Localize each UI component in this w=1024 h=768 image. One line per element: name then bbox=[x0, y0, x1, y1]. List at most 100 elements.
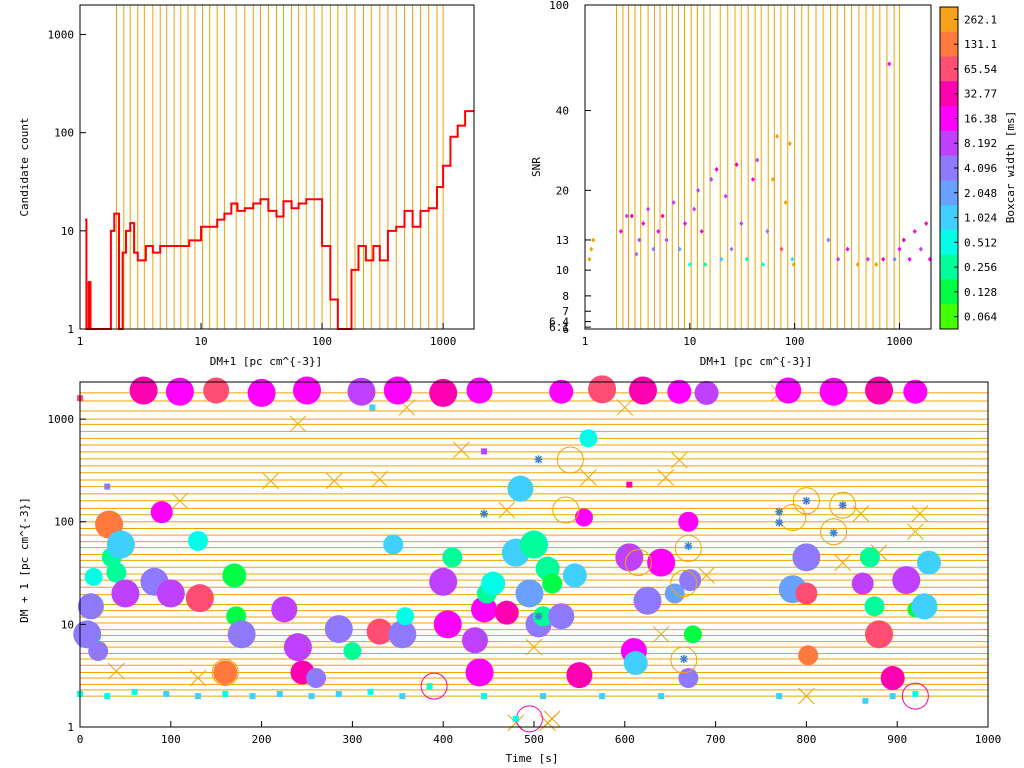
y-tick-label: 10 bbox=[556, 264, 569, 277]
data-circle bbox=[129, 376, 158, 405]
ring-marker bbox=[674, 534, 702, 562]
data-point bbox=[589, 246, 594, 252]
asterisk-marker bbox=[829, 528, 838, 537]
data-point bbox=[677, 246, 682, 252]
data-circle bbox=[880, 666, 905, 691]
data-circle bbox=[864, 596, 885, 617]
data-circle bbox=[775, 377, 802, 404]
x-tick-label: 800 bbox=[796, 733, 816, 746]
y-tick-label: 1 bbox=[67, 323, 74, 336]
data-circle bbox=[466, 377, 493, 404]
square-marker bbox=[104, 693, 111, 700]
ring-marker bbox=[820, 518, 848, 546]
data-point bbox=[845, 246, 850, 252]
x-tick-label: 200 bbox=[252, 733, 272, 746]
data-circle bbox=[507, 475, 534, 502]
square-marker bbox=[335, 690, 342, 697]
data-point bbox=[783, 199, 788, 205]
data-circle bbox=[77, 593, 104, 620]
y-tick-label: 7 bbox=[562, 305, 569, 318]
data-circle bbox=[156, 579, 185, 608]
asterisk-marker bbox=[534, 612, 543, 621]
square-marker bbox=[104, 483, 111, 490]
data-point bbox=[770, 176, 775, 182]
data-point bbox=[881, 256, 886, 262]
data-circle bbox=[347, 377, 376, 406]
colorbar-swatch bbox=[940, 229, 958, 256]
ring-marker bbox=[420, 672, 448, 700]
x-tick-label: 10 bbox=[194, 335, 207, 348]
square-marker bbox=[399, 693, 406, 700]
colorbar-swatch bbox=[940, 106, 958, 132]
cross-marker bbox=[670, 451, 688, 469]
x-tick-label: 0 bbox=[77, 733, 84, 746]
data-circle bbox=[306, 668, 327, 689]
colorbar-tick-label: 32.77 bbox=[964, 88, 997, 101]
data-circle bbox=[343, 642, 362, 661]
data-point bbox=[671, 199, 676, 205]
data-point bbox=[744, 256, 749, 262]
colorbar-swatch bbox=[940, 31, 958, 58]
data-point bbox=[874, 262, 879, 268]
snr-xlabel: DM+1 [pc cm^{-3}] bbox=[700, 355, 813, 368]
ring-marker bbox=[211, 658, 239, 686]
data-circle bbox=[623, 651, 648, 676]
data-circle bbox=[533, 606, 554, 627]
cross-marker bbox=[189, 669, 207, 687]
data-point bbox=[750, 176, 755, 182]
data-circle bbox=[520, 530, 548, 559]
y-tick-label: 1 bbox=[67, 721, 74, 734]
data-point bbox=[699, 228, 704, 234]
ring-marker bbox=[670, 646, 698, 674]
colorbar-label: Boxcar width [ms] bbox=[1004, 111, 1017, 224]
asterisk-marker bbox=[679, 654, 688, 663]
dm-time-ylabel: DM + 1 [pc cm^{-3}] bbox=[18, 497, 31, 623]
cross-marker bbox=[652, 625, 670, 643]
asterisk-marker bbox=[802, 496, 811, 505]
data-point bbox=[918, 246, 923, 252]
data-point bbox=[787, 141, 792, 147]
cross-marker bbox=[907, 523, 924, 541]
colorbar-tick-label: 8.192 bbox=[964, 137, 997, 150]
data-circle bbox=[562, 563, 587, 588]
data-point bbox=[790, 256, 795, 262]
asterisk-marker bbox=[775, 518, 784, 527]
x-tick-label: 700 bbox=[706, 733, 726, 746]
data-circle bbox=[383, 534, 404, 555]
colorbar-swatch bbox=[940, 279, 958, 305]
x-tick-label: 1000 bbox=[430, 335, 457, 348]
data-point bbox=[629, 213, 634, 219]
data-circle bbox=[819, 377, 848, 406]
data-point bbox=[765, 228, 770, 234]
data-circle bbox=[694, 380, 719, 405]
data-circle bbox=[213, 660, 238, 685]
data-circle bbox=[111, 579, 140, 608]
data-circle bbox=[615, 543, 644, 572]
data-circle bbox=[679, 569, 702, 592]
data-circle bbox=[566, 662, 593, 689]
colorbar-tick-label: 2.048 bbox=[964, 187, 997, 200]
cross-marker bbox=[289, 415, 307, 433]
ring-marker bbox=[792, 487, 820, 515]
data-circle bbox=[227, 620, 256, 649]
square-marker bbox=[626, 481, 633, 488]
data-point bbox=[709, 176, 714, 182]
data-point bbox=[719, 256, 724, 262]
data-point bbox=[836, 256, 841, 262]
square-marker bbox=[195, 693, 202, 700]
ring-marker bbox=[556, 446, 584, 474]
data-circle bbox=[396, 607, 415, 626]
data-point bbox=[624, 213, 629, 219]
cross-marker bbox=[107, 662, 125, 680]
dm-time-marks bbox=[73, 375, 941, 733]
data-circle bbox=[165, 377, 194, 406]
data-circle bbox=[481, 571, 506, 596]
cross-marker bbox=[911, 505, 929, 522]
colorbar-swatch bbox=[940, 304, 958, 330]
data-circle bbox=[588, 375, 617, 404]
colorbar-swatch bbox=[940, 81, 958, 107]
data-circle bbox=[88, 641, 109, 662]
cross-marker bbox=[798, 687, 815, 705]
cross-marker bbox=[657, 469, 675, 486]
